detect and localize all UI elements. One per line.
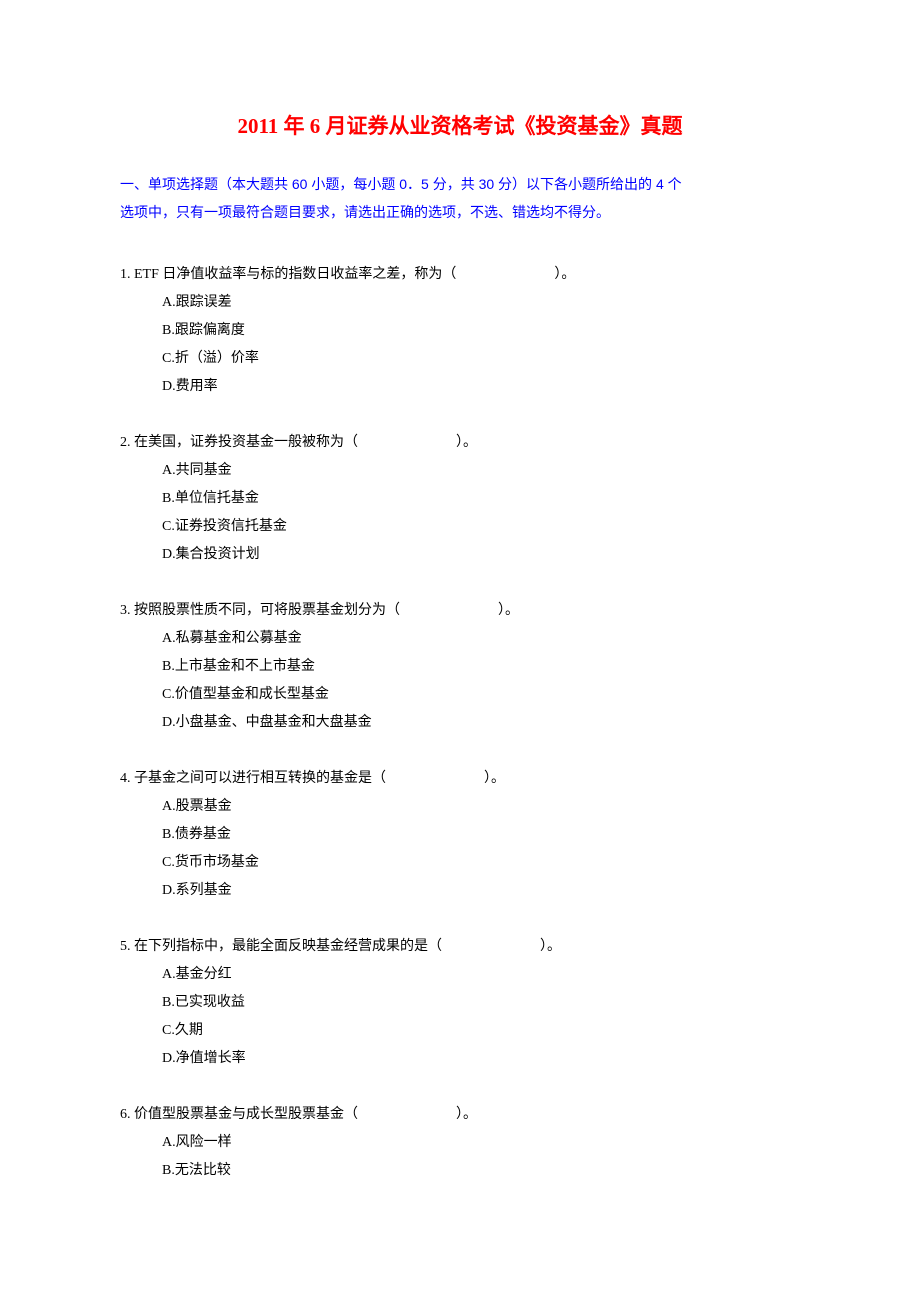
question-6-option-a: A.风险一样 [162, 1129, 800, 1157]
question-4-option-b: B.债券基金 [162, 821, 800, 849]
question-5-option-c: C.久期 [162, 1017, 800, 1045]
question-4-option-a: A.股票基金 [162, 793, 800, 821]
question-3-option-a: A.私募基金和公募基金 [162, 625, 800, 653]
question-6: 6. 价值型股票基金与成长型股票基金（ ）。 A.风险一样 B.无法比较 [120, 1101, 800, 1185]
question-5-text: 5. 在下列指标中，最能全面反映基金经营成果的是（ ）。 [120, 933, 800, 961]
question-1-text: 1. ETF 日净值收益率与标的指数日收益率之差，称为（ ）。 [120, 261, 800, 289]
question-3-options: A.私募基金和公募基金 B.上市基金和不上市基金 C.价值型基金和成长型基金 D… [120, 625, 800, 737]
question-5-option-a: A.基金分红 [162, 961, 800, 989]
question-4-text: 4. 子基金之间可以进行相互转换的基金是（ ）。 [120, 765, 800, 793]
question-2-option-d: D.集合投资计划 [162, 541, 800, 569]
question-1-option-a: A.跟踪误差 [162, 289, 800, 317]
question-5: 5. 在下列指标中，最能全面反映基金经营成果的是（ ）。 A.基金分红 B.已实… [120, 933, 800, 1073]
question-6-options: A.风险一样 B.无法比较 [120, 1129, 800, 1185]
question-4: 4. 子基金之间可以进行相互转换的基金是（ ）。 A.股票基金 B.债券基金 C… [120, 765, 800, 905]
question-3-option-d: D.小盘基金、中盘基金和大盘基金 [162, 709, 800, 737]
question-4-options: A.股票基金 B.债券基金 C.货币市场基金 D.系列基金 [120, 793, 800, 905]
question-1: 1. ETF 日净值收益率与标的指数日收益率之差，称为（ ）。 A.跟踪误差 B… [120, 261, 800, 401]
question-2-option-b: B.单位信托基金 [162, 485, 800, 513]
question-1-options: A.跟踪误差 B.跟踪偏离度 C.折（溢）价率 D.费用率 [120, 289, 800, 401]
question-1-option-c: C.折（溢）价率 [162, 345, 800, 373]
question-6-option-b: B.无法比较 [162, 1157, 800, 1185]
instructions-line-2: 选项中，只有一项最符合题目要求，请选出正确的选项，不选、错选均不得分。 [120, 204, 610, 220]
question-3-option-b: B.上市基金和不上市基金 [162, 653, 800, 681]
question-2: 2. 在美国，证券投资基金一般被称为（ ）。 A.共同基金 B.单位信托基金 C… [120, 429, 800, 569]
question-2-text: 2. 在美国，证券投资基金一般被称为（ ）。 [120, 429, 800, 457]
question-5-option-b: B.已实现收益 [162, 989, 800, 1017]
question-4-option-c: C.货币市场基金 [162, 849, 800, 877]
document-title: 2011 年 6 月证券从业资格考试《投资基金》真题 [120, 110, 800, 140]
question-2-options: A.共同基金 B.单位信托基金 C.证券投资信托基金 D.集合投资计划 [120, 457, 800, 569]
question-5-option-d: D.净值增长率 [162, 1045, 800, 1073]
question-3-option-c: C.价值型基金和成长型基金 [162, 681, 800, 709]
question-4-option-d: D.系列基金 [162, 877, 800, 905]
question-6-text: 6. 价值型股票基金与成长型股票基金（ ）。 [120, 1101, 800, 1129]
question-2-option-c: C.证券投资信托基金 [162, 513, 800, 541]
question-3: 3. 按照股票性质不同，可将股票基金划分为（ ）。 A.私募基金和公募基金 B.… [120, 597, 800, 737]
question-1-option-b: B.跟踪偏离度 [162, 317, 800, 345]
question-3-text: 3. 按照股票性质不同，可将股票基金划分为（ ）。 [120, 597, 800, 625]
question-2-option-a: A.共同基金 [162, 457, 800, 485]
question-1-option-d: D.费用率 [162, 373, 800, 401]
instructions-line-1: 一、单项选择题（本大题共 60 小题，每小题 0．5 分，共 30 分）以下各小… [120, 176, 682, 192]
exam-instructions: 一、单项选择题（本大题共 60 小题，每小题 0．5 分，共 30 分）以下各小… [120, 170, 800, 226]
question-5-options: A.基金分红 B.已实现收益 C.久期 D.净值增长率 [120, 961, 800, 1073]
